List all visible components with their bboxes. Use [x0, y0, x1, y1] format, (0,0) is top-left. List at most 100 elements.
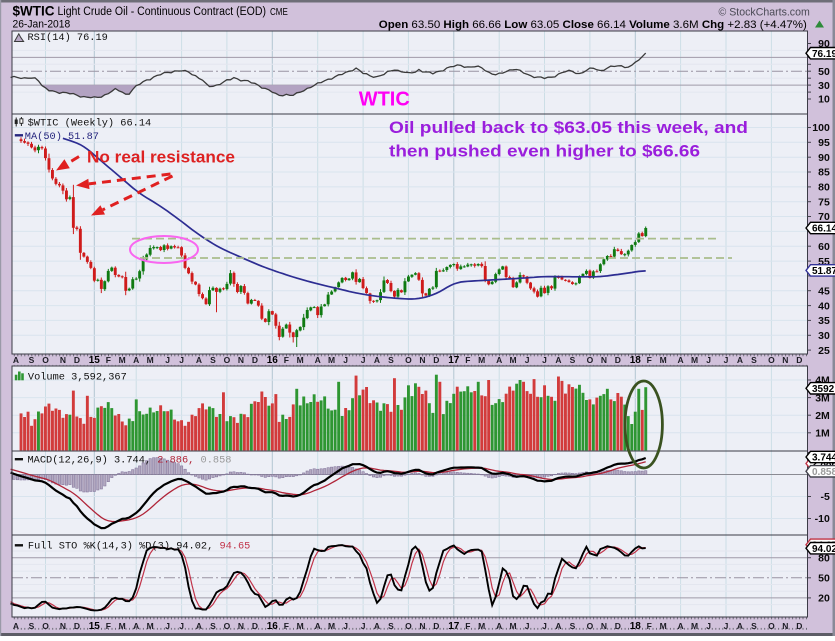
svg-text:J: J: [542, 621, 547, 631]
svg-text:20: 20: [818, 593, 830, 605]
svg-text:N: N: [601, 621, 607, 631]
svg-text:D: D: [252, 355, 258, 365]
svg-text:17: 17: [448, 621, 460, 632]
svg-text:S: S: [388, 355, 394, 365]
svg-text:J: J: [361, 621, 366, 631]
svg-text:O: O: [768, 355, 775, 365]
svg-text:A: A: [678, 621, 684, 631]
svg-text:D: D: [433, 621, 439, 631]
svg-text:M: M: [297, 355, 304, 365]
svg-text:F: F: [647, 621, 652, 631]
svg-text:S: S: [388, 621, 394, 631]
svg-text:M: M: [119, 355, 126, 365]
svg-text:-10: -10: [815, 513, 830, 525]
svg-text:16: 16: [267, 355, 279, 366]
svg-text:66.14: 66.14: [812, 224, 835, 235]
svg-text:A: A: [737, 355, 743, 365]
svg-text:26-Jan-2018: 26-Jan-2018: [13, 19, 71, 31]
svg-text:F: F: [465, 355, 470, 365]
svg-text:J: J: [165, 355, 170, 365]
svg-text:M: M: [691, 355, 698, 365]
svg-text:76.19: 76.19: [812, 49, 835, 60]
svg-text:N: N: [60, 621, 66, 631]
svg-text:A: A: [196, 355, 202, 365]
svg-text:S: S: [751, 355, 757, 365]
svg-text:J: J: [343, 355, 348, 365]
svg-text:3.744: 3.744: [812, 453, 835, 464]
svg-text:F: F: [284, 621, 289, 631]
svg-text:D: D: [796, 621, 802, 631]
svg-text:Oil pulled back to $63.05 this: Oil pulled back to $63.05 this week, and: [389, 118, 748, 137]
svg-text:J: J: [525, 621, 530, 631]
svg-text:3592: 3592: [812, 384, 835, 395]
svg-text:J: J: [179, 621, 184, 631]
svg-text:18: 18: [630, 355, 642, 366]
svg-text:18: 18: [630, 621, 642, 632]
svg-text:J: J: [165, 621, 170, 631]
svg-text:2M: 2M: [815, 410, 830, 422]
svg-text:M: M: [510, 621, 517, 631]
svg-text:N: N: [238, 621, 244, 631]
svg-text:M: M: [119, 621, 126, 631]
svg-text:M: M: [297, 621, 304, 631]
svg-text:0.858: 0.858: [812, 467, 835, 478]
svg-text:N: N: [782, 621, 788, 631]
svg-text:40: 40: [818, 300, 830, 312]
svg-text:J: J: [724, 355, 729, 365]
svg-text:O: O: [224, 621, 231, 631]
svg-text:15: 15: [89, 621, 101, 632]
svg-text:M: M: [478, 621, 485, 631]
svg-text:A: A: [496, 621, 502, 631]
svg-text:50: 50: [818, 66, 830, 78]
svg-text:J: J: [361, 355, 366, 365]
svg-text:D: D: [252, 621, 258, 631]
svg-text:10: 10: [818, 94, 830, 106]
svg-text:F: F: [284, 355, 289, 365]
svg-text:M: M: [691, 621, 698, 631]
svg-text:A: A: [315, 355, 321, 365]
svg-text:D: D: [74, 355, 80, 365]
svg-text:A: A: [555, 355, 561, 365]
svg-text:70: 70: [818, 211, 830, 223]
svg-text:25: 25: [818, 345, 830, 357]
svg-text:F: F: [465, 621, 470, 631]
svg-text:D: D: [433, 355, 439, 365]
svg-text:N: N: [419, 355, 425, 365]
svg-text:30: 30: [818, 330, 830, 342]
svg-text:O: O: [587, 355, 594, 365]
svg-text:S: S: [210, 355, 216, 365]
svg-text:Full STO %K(14,3) %D(3) 94.02,: Full STO %K(14,3) %D(3) 94.02, 94.65: [28, 541, 250, 553]
svg-text:M: M: [328, 355, 335, 365]
svg-text:J: J: [525, 355, 530, 365]
svg-text:D: D: [74, 621, 80, 631]
svg-text:95: 95: [818, 137, 830, 149]
svg-text:A: A: [678, 355, 684, 365]
svg-text:J: J: [706, 355, 711, 365]
svg-text:O: O: [42, 355, 49, 365]
svg-text:90: 90: [818, 152, 830, 164]
svg-text:M: M: [147, 621, 154, 631]
svg-text:S: S: [29, 355, 35, 365]
svg-text:N: N: [419, 621, 425, 631]
svg-text:F: F: [106, 355, 111, 365]
svg-text:O: O: [587, 621, 594, 631]
svg-text:A: A: [374, 621, 380, 631]
svg-text:A: A: [133, 355, 139, 365]
svg-text:D: D: [796, 355, 802, 365]
svg-text:J: J: [343, 621, 348, 631]
svg-text:M: M: [660, 621, 667, 631]
svg-text:A: A: [496, 355, 502, 365]
svg-text:60: 60: [818, 241, 830, 253]
svg-text:94.02: 94.02: [812, 544, 835, 555]
svg-text:50: 50: [818, 573, 830, 585]
svg-text:J: J: [179, 355, 184, 365]
svg-text:17: 17: [448, 355, 460, 366]
svg-text:N: N: [601, 355, 607, 365]
svg-text:-5: -5: [820, 491, 829, 503]
svg-text:F: F: [647, 355, 652, 365]
svg-text:S: S: [751, 621, 757, 631]
svg-text:RSI(14) 76.19: RSI(14) 76.19: [28, 32, 108, 44]
svg-text:30: 30: [818, 80, 830, 92]
svg-text:16: 16: [267, 621, 279, 632]
svg-text:Light Crude Oil - Continuous C: Light Crude Oil - Continuous Contract (E…: [58, 6, 267, 18]
